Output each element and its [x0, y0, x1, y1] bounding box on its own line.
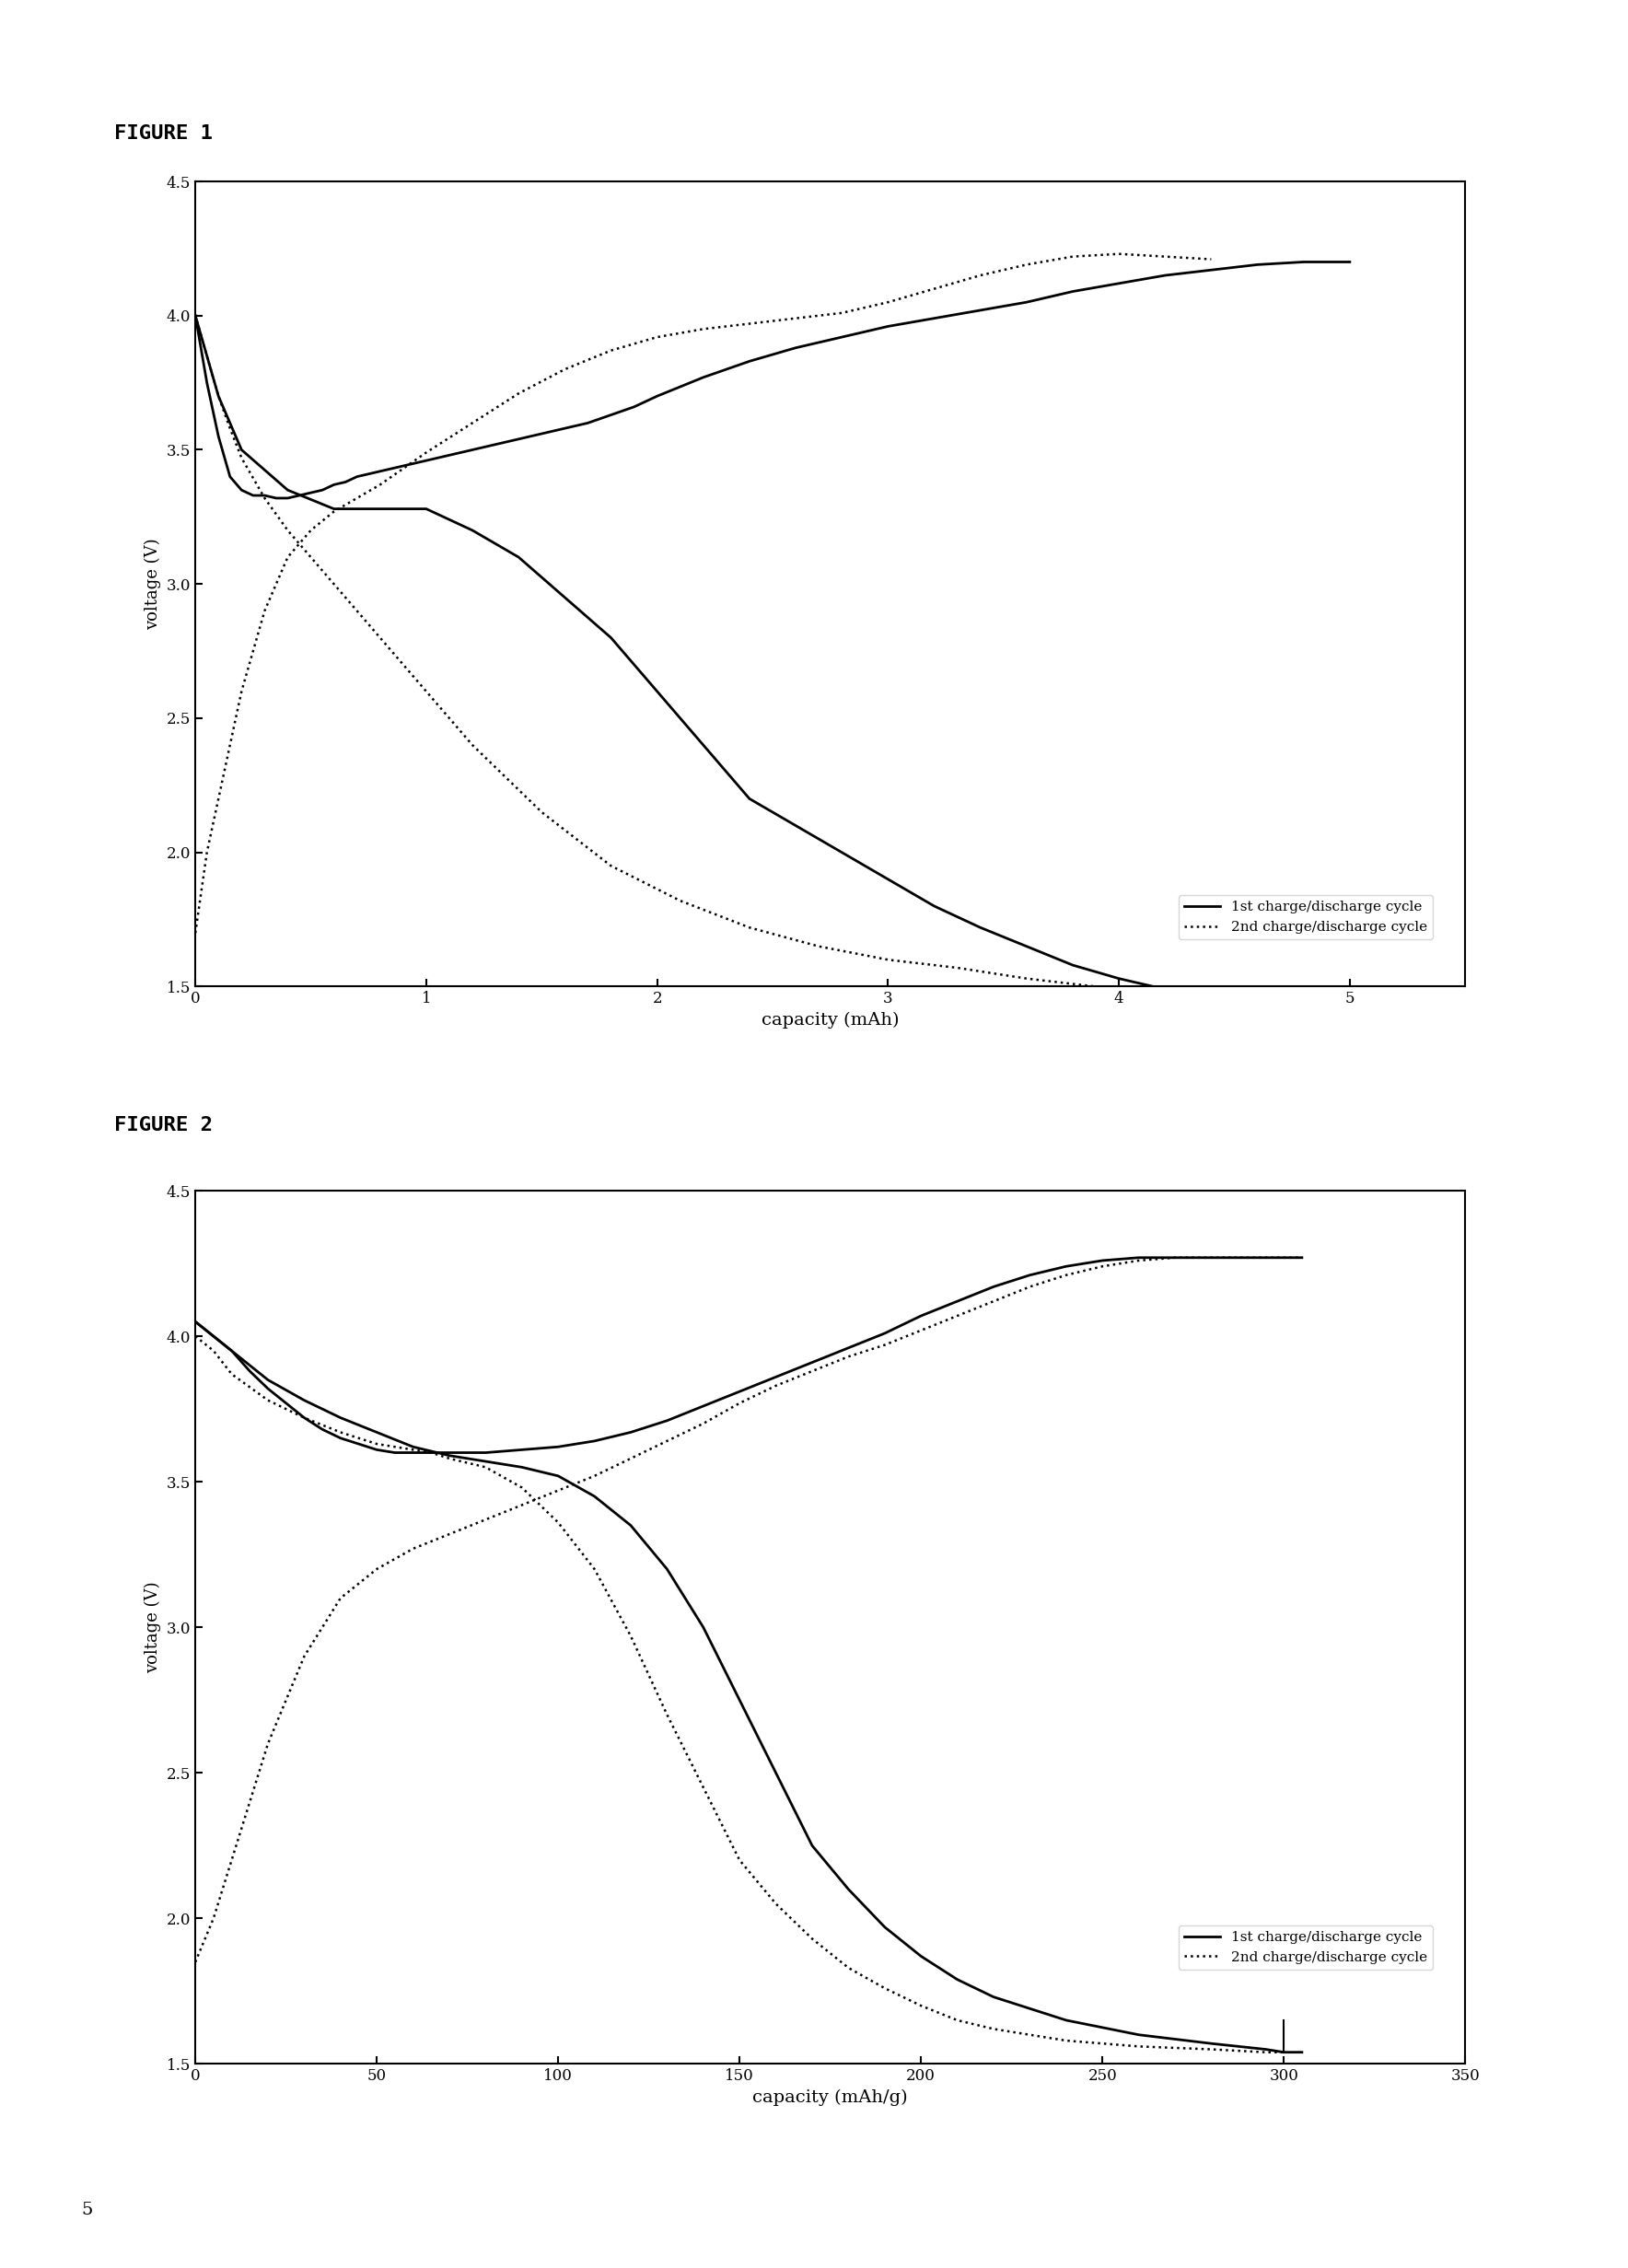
Legend: 1st charge/discharge cycle, 2nd charge/discharge cycle: 1st charge/discharge cycle, 2nd charge/d… [1179, 896, 1433, 939]
X-axis label: capacity (mAh): capacity (mAh) [762, 1012, 899, 1030]
Text: FIGURE 1: FIGURE 1 [114, 125, 213, 143]
Legend: 1st charge/discharge cycle, 2nd charge/discharge cycle: 1st charge/discharge cycle, 2nd charge/d… [1179, 1926, 1433, 1969]
X-axis label: capacity (mAh/g): capacity (mAh/g) [752, 2089, 908, 2107]
Text: 5: 5 [81, 2202, 93, 2218]
Y-axis label: voltage (V): voltage (V) [145, 1581, 161, 1674]
Y-axis label: voltage (V): voltage (V) [145, 538, 161, 631]
Text: FIGURE 2: FIGURE 2 [114, 1116, 213, 1134]
